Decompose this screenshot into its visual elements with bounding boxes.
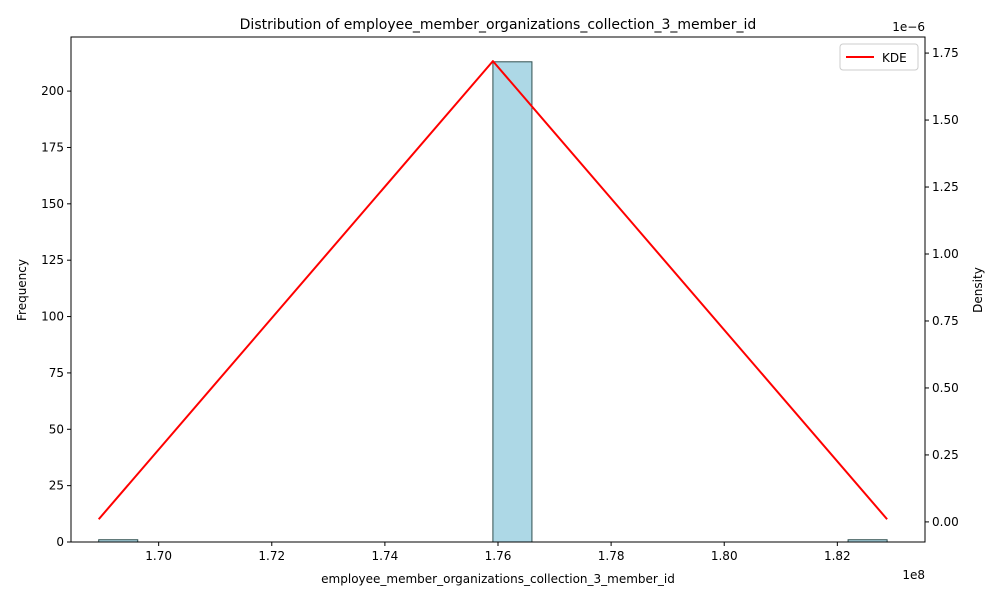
legend-kde-label: KDE <box>882 51 907 65</box>
x-tick-label: 1.70 <box>145 549 172 563</box>
x-tick-label: 1.76 <box>485 549 512 563</box>
y-left-axis-ticks: 0 25 50 75 100 125 150 175 200 <box>41 84 71 549</box>
legend-box <box>839 43 919 71</box>
x-axis-offset-label: 1e8 <box>902 568 925 582</box>
y-left-tick-label: 0 <box>56 535 64 549</box>
y-left-tick-label: 75 <box>49 366 64 380</box>
y-left-tick-label: 25 <box>49 479 64 493</box>
legend: KDE <box>839 43 919 71</box>
y-left-tick-label: 200 <box>41 84 64 98</box>
y-left-tick-label: 175 <box>41 140 64 154</box>
kde-layer <box>97 60 888 520</box>
x-tick-label: 1.80 <box>711 549 738 563</box>
y-right-tick-label: 0.75 <box>932 314 959 328</box>
histogram-bar-1 <box>492 61 533 543</box>
y-left-tick-label: 150 <box>41 197 64 211</box>
y-right-axis-label: Density <box>971 267 985 313</box>
y-left-tick-label: 100 <box>41 310 64 324</box>
y-right-tick-label: 0.00 <box>932 515 959 529</box>
x-axis-label: employee_member_organizations_collection… <box>321 572 675 586</box>
chart-title: Distribution of employee_member_organiza… <box>240 17 757 33</box>
y-right-tick-label: 1.25 <box>932 180 959 194</box>
y-left-axis-label: Frequency <box>15 259 29 321</box>
y-right-tick-label: 1.00 <box>932 247 959 261</box>
histogram-bars <box>98 61 888 543</box>
x-axis-ticks: 1.70 1.72 1.74 1.76 1.78 1.80 1.82 <box>145 542 851 563</box>
y-right-axis-ticks: 0.00 0.25 0.50 0.75 1.00 1.25 1.50 1.75 <box>925 46 959 529</box>
x-tick-label: 1.74 <box>372 549 399 563</box>
y-right-tick-label: 0.25 <box>932 448 959 462</box>
y-left-tick-label: 50 <box>49 422 64 436</box>
x-tick-label: 1.72 <box>258 549 285 563</box>
y-right-tick-label: 1.75 <box>932 46 959 60</box>
y-left-tick-label: 125 <box>41 253 64 267</box>
x-tick-label: 1.78 <box>598 549 625 563</box>
y-right-axis-offset-label: 1e−6 <box>892 20 925 34</box>
x-tick-label: 1.82 <box>824 549 851 563</box>
y-right-tick-label: 0.50 <box>932 381 959 395</box>
kde-line <box>97 60 888 520</box>
y-right-tick-label: 1.50 <box>932 113 959 127</box>
